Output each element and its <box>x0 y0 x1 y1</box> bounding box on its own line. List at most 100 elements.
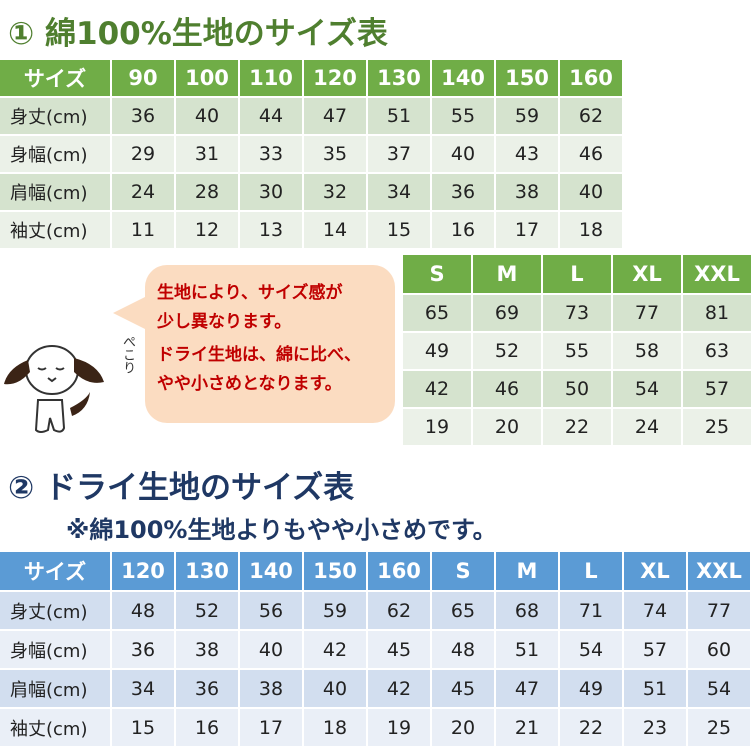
column-header: L <box>543 255 611 293</box>
table-cell: 52 <box>473 333 541 369</box>
dry-size-subtitle: ※綿100%生地よりもやや小さめです。 <box>66 516 497 544</box>
table-cell: 40 <box>432 136 494 172</box>
table-cell: 23 <box>624 709 686 746</box>
table-cell: 33 <box>240 136 302 172</box>
table-cell: 38 <box>176 631 238 668</box>
table-cell: 22 <box>543 409 611 445</box>
table-cell: 24 <box>112 174 174 210</box>
table-cell: 30 <box>240 174 302 210</box>
column-header: L <box>560 552 622 590</box>
table-cell: 15 <box>368 212 430 248</box>
table-cell: 16 <box>432 212 494 248</box>
table-cell: 55 <box>432 98 494 134</box>
table-cell: 73 <box>543 295 611 331</box>
row-label: 袖丈(cm) <box>0 709 110 746</box>
table-cell: 55 <box>543 333 611 369</box>
table-cell: 31 <box>176 136 238 172</box>
column-header: XXL <box>683 255 751 293</box>
table-row: 19 20 22 24 25 <box>403 409 751 445</box>
table-cell: 13 <box>240 212 302 248</box>
table-cell: 37 <box>368 136 430 172</box>
table-row: 身丈(cm) 36 40 44 47 51 55 59 62 <box>0 98 622 134</box>
table-cell: 65 <box>432 592 494 629</box>
table-cell: 19 <box>368 709 430 746</box>
table-cell: 56 <box>240 592 302 629</box>
table-cell: 47 <box>304 98 366 134</box>
table-cell: 48 <box>112 592 174 629</box>
table-cell: 14 <box>304 212 366 248</box>
table-cell: 12 <box>176 212 238 248</box>
table-row: 袖丈(cm) 11 12 13 14 15 16 17 18 <box>0 212 622 248</box>
table-cell: 38 <box>240 670 302 707</box>
table-cell: 69 <box>473 295 541 331</box>
speech-bubble-note: 生地により、サイズ感が 少し異なります。 ドライ生地は、綿に比べ、 やや小さめと… <box>145 265 395 423</box>
row-label: 身丈(cm) <box>0 98 110 134</box>
row-label: 身幅(cm) <box>0 136 110 172</box>
table-cell: 40 <box>560 174 622 210</box>
row-label: 身丈(cm) <box>0 592 110 629</box>
table-cell: 48 <box>432 631 494 668</box>
table-cell: 20 <box>432 709 494 746</box>
column-header: M <box>473 255 541 293</box>
column-header: サイズ <box>0 60 110 96</box>
table-cell: 20 <box>473 409 541 445</box>
table-cell: 42 <box>403 371 471 407</box>
table-cell: 35 <box>304 136 366 172</box>
row-label: 肩幅(cm) <box>0 174 110 210</box>
table-cell: 18 <box>560 212 622 248</box>
table-cell: 17 <box>496 212 558 248</box>
note-line: ドライ生地は、綿に比べ、 <box>157 345 361 365</box>
header-row: サイズ 90 100 110 120 130 140 150 160 <box>0 60 622 96</box>
table-cell: 77 <box>688 592 750 629</box>
table-row: 49 52 55 58 63 <box>403 333 751 369</box>
table-cell: 28 <box>176 174 238 210</box>
table-cell: 58 <box>613 333 681 369</box>
column-header: S <box>403 255 471 293</box>
speech-bubble-tail <box>113 295 149 331</box>
dog-caption: ぺこり <box>120 335 135 374</box>
table-cell: 25 <box>688 709 750 746</box>
table-cell: 38 <box>496 174 558 210</box>
table-cell: 51 <box>496 631 558 668</box>
table-row: 身幅(cm) 29 31 33 35 37 40 43 46 <box>0 136 622 172</box>
column-header: 100 <box>176 60 238 96</box>
dry-size-title: ② ドライ生地のサイズ表 <box>8 470 355 506</box>
table-cell: 59 <box>304 592 366 629</box>
table-cell: 54 <box>560 631 622 668</box>
table-row: 身幅(cm) 36 38 40 42 45 48 51 54 57 60 <box>0 631 750 668</box>
table-cell: 40 <box>240 631 302 668</box>
table-cell: 45 <box>368 631 430 668</box>
table-cell: 36 <box>176 670 238 707</box>
table-row: 肩幅(cm) 34 36 38 40 42 45 47 49 51 54 <box>0 670 750 707</box>
table-cell: 22 <box>560 709 622 746</box>
table-cell: 15 <box>112 709 174 746</box>
table-cell: 18 <box>304 709 366 746</box>
table-cell: 45 <box>432 670 494 707</box>
table-cell: 81 <box>683 295 751 331</box>
column-header: 130 <box>176 552 238 590</box>
header-row: S M L XL XXL <box>403 255 751 293</box>
table-cell: 40 <box>304 670 366 707</box>
table-cell: 29 <box>112 136 174 172</box>
row-label: 身幅(cm) <box>0 631 110 668</box>
table-cell: 51 <box>368 98 430 134</box>
column-header: 90 <box>112 60 174 96</box>
note-line: 生地により、サイズ感が <box>157 283 343 303</box>
table-cell: 42 <box>304 631 366 668</box>
table-cell: 77 <box>613 295 681 331</box>
table-cell: 40 <box>176 98 238 134</box>
table-cell: 16 <box>176 709 238 746</box>
table-cell: 49 <box>560 670 622 707</box>
table-cell: 74 <box>624 592 686 629</box>
row-label: 袖丈(cm) <box>0 212 110 248</box>
column-header: 130 <box>368 60 430 96</box>
table-row: 42 46 50 54 57 <box>403 371 751 407</box>
column-header: 150 <box>304 552 366 590</box>
table-cell: 36 <box>112 98 174 134</box>
column-header: S <box>432 552 494 590</box>
table-cell: 59 <box>496 98 558 134</box>
table-cell: 57 <box>624 631 686 668</box>
table-cell: 50 <box>543 371 611 407</box>
note-line: やや小さめとなります。 <box>157 374 342 394</box>
column-header: 160 <box>560 60 622 96</box>
